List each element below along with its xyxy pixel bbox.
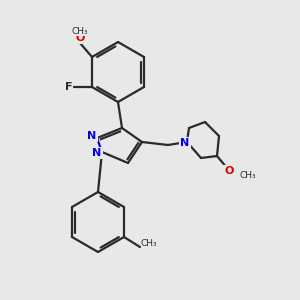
Text: CH₃: CH₃ bbox=[239, 172, 256, 181]
Text: F: F bbox=[64, 82, 72, 92]
Text: O: O bbox=[75, 33, 85, 43]
Text: O: O bbox=[224, 166, 234, 176]
Text: N: N bbox=[87, 131, 97, 141]
Text: N: N bbox=[180, 138, 190, 148]
Text: CH₃: CH₃ bbox=[72, 27, 88, 36]
Text: CH₃: CH₃ bbox=[141, 239, 158, 248]
Text: N: N bbox=[92, 148, 102, 158]
